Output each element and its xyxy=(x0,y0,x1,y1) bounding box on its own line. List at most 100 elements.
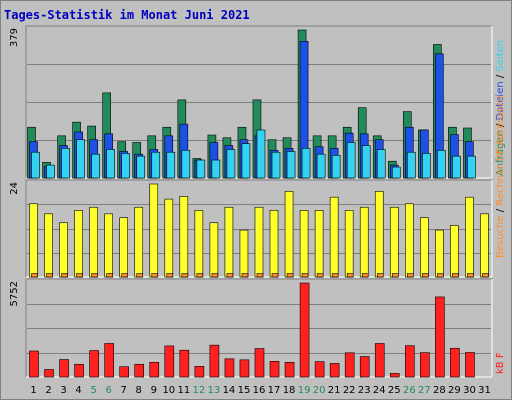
x-tick-label: 16 xyxy=(253,385,266,396)
besuche-bar xyxy=(29,203,38,278)
rechner-bar xyxy=(361,273,369,278)
besuche-bar xyxy=(164,198,174,278)
kb-legend-label-part: kB F xyxy=(495,352,506,374)
besuche-bar xyxy=(44,213,53,278)
x-tick-label: 27 xyxy=(418,385,431,396)
besuche-bar xyxy=(344,210,354,278)
x-tick-label: 1 xyxy=(30,385,36,396)
hits-legend-label-part: Seiten xyxy=(495,40,506,72)
x-tick-label: 11 xyxy=(177,385,190,396)
besuche-bar xyxy=(329,196,339,278)
seiten-bar xyxy=(136,155,146,179)
x-tick-label: 10 xyxy=(162,385,175,396)
kb-bar xyxy=(450,347,460,378)
seiten-bar xyxy=(407,151,416,179)
hits-legend-label-part: Dateien xyxy=(495,81,506,120)
kb-bar xyxy=(269,361,280,378)
chart-title: Tages-Statistik im Monat Juni 2021 xyxy=(4,8,250,22)
rechner-bar xyxy=(467,273,474,278)
kb-bar xyxy=(29,350,39,378)
besuche-bar xyxy=(420,217,429,278)
besuche-bar xyxy=(149,183,159,278)
kb-bar xyxy=(389,373,400,378)
besuche-bar xyxy=(74,210,83,278)
x-tick-label: 9 xyxy=(151,385,157,396)
seiten-bar xyxy=(361,145,371,179)
rechner-bar xyxy=(196,273,204,278)
x-tick-label: 5 xyxy=(90,385,96,396)
kb-bar xyxy=(420,352,430,378)
rechner-bar xyxy=(452,273,459,278)
visits-legend-label-part: Besuche xyxy=(495,215,506,258)
rechner-bar xyxy=(106,273,113,278)
x-tick-label: 20 xyxy=(313,385,326,396)
kb-bar xyxy=(119,366,129,378)
seiten-bar xyxy=(271,151,281,179)
besuche-bar xyxy=(465,196,474,278)
rechner-bar xyxy=(376,273,384,278)
rechner-bar xyxy=(76,273,83,278)
x-tick-label: 17 xyxy=(268,385,281,396)
seiten-bar xyxy=(286,151,296,179)
seiten-bar xyxy=(196,159,206,179)
besuche-bar xyxy=(179,196,189,278)
kb-bar xyxy=(284,361,295,378)
besuche-bar xyxy=(104,213,113,278)
kb-bar xyxy=(224,358,235,378)
rechner-bar xyxy=(391,273,399,278)
seiten-bar xyxy=(211,159,221,179)
besuche-bar xyxy=(359,206,369,278)
besuche-bar xyxy=(450,225,459,278)
x-tick-label: 24 xyxy=(373,385,386,396)
rechner-bar xyxy=(121,273,128,278)
kb-bar xyxy=(149,361,160,378)
seiten-bar xyxy=(452,155,461,179)
rechner-bar xyxy=(422,273,429,278)
seiten-bar xyxy=(76,139,85,179)
seiten-bar xyxy=(106,149,115,179)
x-tick-label: 3 xyxy=(60,385,66,396)
rechner-bar xyxy=(346,273,354,278)
rechner-bar xyxy=(166,273,174,278)
seiten-bar xyxy=(61,148,70,179)
x-tick-label: 29 xyxy=(448,385,461,396)
kb-bar xyxy=(179,349,190,378)
rechner-bar xyxy=(331,273,339,278)
hits-legend-label-part: / xyxy=(495,72,506,82)
x-tick-label: 30 xyxy=(463,385,476,396)
seiten-bar xyxy=(121,153,130,179)
besuche-bar xyxy=(480,213,489,278)
rechner-bar xyxy=(46,273,53,278)
visits-legend-label-part: Rechner (IP-Adressen) xyxy=(495,95,506,205)
hits-legend-label-part: / xyxy=(495,120,506,130)
x-tick-label: 14 xyxy=(223,385,236,396)
rechner-bar xyxy=(136,273,144,278)
rechner-bar xyxy=(271,273,279,278)
kb-bar xyxy=(374,343,385,378)
rechner-bar xyxy=(256,273,264,278)
seiten-bar xyxy=(31,151,40,179)
kb-bar xyxy=(465,352,475,378)
kb-bar xyxy=(239,359,250,378)
x-tick-label: 8 xyxy=(136,385,142,396)
rechner-bar xyxy=(181,273,189,278)
seiten-bar xyxy=(46,164,55,179)
besuche-bar xyxy=(389,206,399,278)
seiten-bar xyxy=(301,148,311,179)
x-tick-label: 12 xyxy=(193,385,206,396)
x-tick-label: 21 xyxy=(328,385,341,396)
besuche-bar xyxy=(89,206,98,278)
rechner-bar xyxy=(407,273,414,278)
besuche-bar xyxy=(269,210,279,278)
kb-bar xyxy=(359,356,370,378)
besuche-bar xyxy=(284,191,294,278)
seiten-bar xyxy=(422,153,431,179)
rechner-bar xyxy=(211,273,219,278)
seiten-bar xyxy=(316,153,326,179)
seiten-bar xyxy=(91,153,100,179)
x-tick-label: 31 xyxy=(478,385,491,396)
rechner-bar xyxy=(61,273,68,278)
kb-bar xyxy=(209,344,220,378)
rechner-bar xyxy=(286,273,294,278)
